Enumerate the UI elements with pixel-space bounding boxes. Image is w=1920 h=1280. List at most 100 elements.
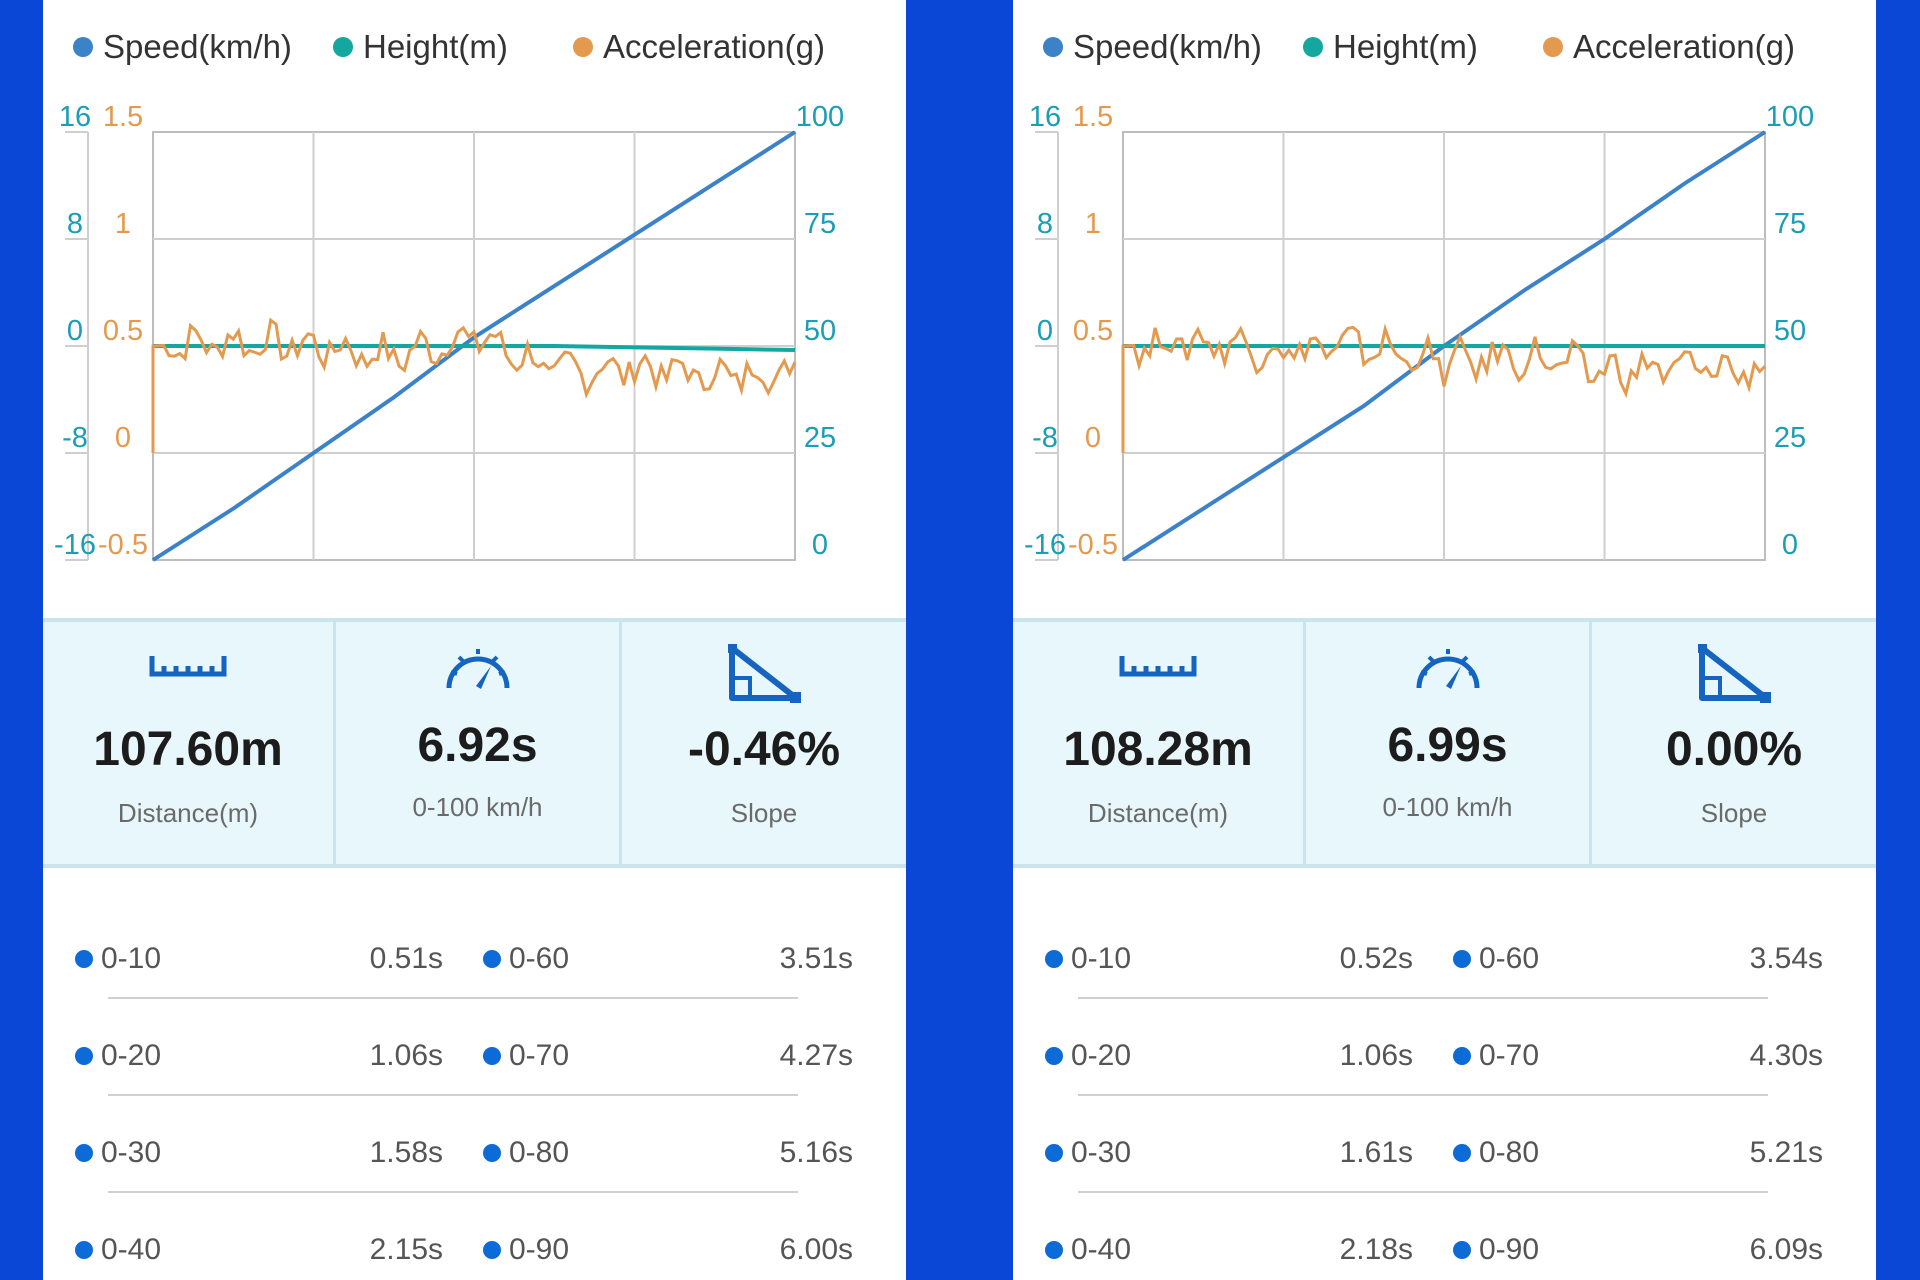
acceleration-tick-label: 0.5 <box>1073 315 1113 347</box>
legend-acceleration[interactable]: Acceleration(g) <box>573 28 825 66</box>
split-row: 0-40 2.18s 0-90 6.09s <box>1013 1221 1876 1280</box>
stat-distance: 108.28m Distance(m) <box>1013 622 1303 864</box>
row-divider <box>1078 1191 1768 1193</box>
legend-acceleration[interactable]: Acceleration(g) <box>1543 28 1795 66</box>
acceleration-series-line <box>151 317 797 453</box>
legend-speed[interactable]: Speed(km/h) <box>73 28 292 66</box>
acceleration-time-value: 6.92s <box>417 719 538 772</box>
bullet-icon <box>483 950 501 968</box>
slope-value: 0.00% <box>1665 723 1803 776</box>
split-row: 0-20 1.06s 0-70 4.27s <box>43 1027 906 1087</box>
stat-divider <box>333 622 336 864</box>
acceleration-time-value: 6.99s <box>1387 719 1508 772</box>
row-divider <box>108 1094 798 1096</box>
speed-tick-label: 75 <box>1774 208 1806 240</box>
split-value: 0.51s <box>369 942 443 975</box>
acceleration-tick-label: 1.5 <box>103 101 143 133</box>
acceleration-tick-label: 0 <box>115 422 131 454</box>
legend-height[interactable]: Height(m) <box>1303 28 1478 66</box>
slope-value: -0.46% <box>687 723 841 776</box>
speedometer-icon <box>446 649 509 689</box>
bullet-icon <box>1453 1144 1471 1162</box>
bullet-icon <box>1045 1241 1063 1259</box>
stat-distance: 107.60m Distance(m) <box>43 622 333 864</box>
height-dot-icon <box>333 37 353 57</box>
row-divider <box>1078 997 1768 999</box>
acceleration-time-label: 0-100 km/h <box>412 792 543 822</box>
split-label: 0-30 <box>101 1136 162 1169</box>
split-label: 0-70 <box>1479 1039 1540 1072</box>
stat-divider <box>1303 622 1306 864</box>
split-row: 0-30 1.61s 0-80 5.21s <box>1013 1124 1876 1184</box>
split-label: 0-10 <box>1071 942 1132 975</box>
split-value: 5.21s <box>1749 1136 1823 1169</box>
split-label: 0-80 <box>509 1136 570 1169</box>
split-label: 0-30 <box>1071 1136 1132 1169</box>
split-times-list: 0-10 0.51s 0-60 3.51s 0-20 1.06s 0-70 4.… <box>43 870 906 1280</box>
split-label: 0-90 <box>509 1233 570 1266</box>
acceleration-tick-label: 0.5 <box>103 315 143 347</box>
height-tick-label: -16 <box>54 529 96 561</box>
distance-label: Distance(m) <box>1087 798 1229 828</box>
acceleration-time-label: 0-100 km/h <box>1382 792 1513 822</box>
stat-time: 6.99s 0-100 km/h <box>1306 622 1589 864</box>
bullet-icon <box>1045 1144 1063 1162</box>
legend-height[interactable]: Height(m) <box>333 28 508 66</box>
result-panel-right: Speed(km/h) Height(m) Acceleration(g) 16… <box>1013 0 1876 1280</box>
acceleration-tick-label: 0 <box>1085 422 1101 454</box>
performance-chart: 16 1.5 100 8 1 75 0 0.5 50 -8 0 25 -16 -0.5 0 <box>43 90 906 570</box>
split-value: 3.51s <box>779 942 853 975</box>
height-tick-label: -16 <box>1024 529 1066 561</box>
bullet-icon <box>1453 1047 1471 1065</box>
result-panel-left: Speed(km/h) Height(m) Acceleration(g) 1 6… <box>43 0 906 1280</box>
stat-slope: -0.46% Slope <box>622 622 906 864</box>
chart-legend: Speed(km/h) Height(m) Acceleration(g) <box>43 28 906 72</box>
split-label: 0-10 <box>101 942 162 975</box>
split-value: 1.06s <box>369 1039 443 1072</box>
speed-tick-label: 100 <box>796 101 844 133</box>
legend-height-label: Height(m) <box>363 28 508 65</box>
slope-label: Slope <box>730 798 798 828</box>
legend-speed[interactable]: Speed(km/h) <box>1043 28 1262 66</box>
split-value: 5.16s <box>779 1136 853 1169</box>
performance-chart: 16 1.5 100 8 1 75 0 0.5 50 -8 0 25 -16 -0.5 0 <box>1013 90 1876 570</box>
acceleration-tick-label: 1 <box>115 208 131 240</box>
split-label: 0-60 <box>509 942 570 975</box>
row-divider <box>108 1191 798 1193</box>
bullet-icon <box>75 1047 93 1065</box>
speed-tick-label: 0 <box>812 529 828 561</box>
speed-tick-label: 25 <box>1774 422 1806 454</box>
speed-tick-label: 100 <box>1766 101 1814 133</box>
speed-tick-label: 0 <box>1782 529 1798 561</box>
split-times-list: 0-10 0.52s 0-60 3.54s 0-20 1.06s 0-70 4.… <box>1013 870 1876 1280</box>
height-dot-icon <box>1303 37 1323 57</box>
split-label: 0-60 <box>1479 942 1540 975</box>
bullet-icon <box>1453 1241 1471 1259</box>
bullet-icon <box>483 1144 501 1162</box>
split-value: 2.15s <box>369 1233 443 1266</box>
acceleration-tick-label: 1.5 <box>1073 101 1113 133</box>
speedometer-icon <box>1416 649 1479 689</box>
slope-icon <box>1698 644 1771 703</box>
split-value: 1.58s <box>369 1136 443 1169</box>
acceleration-tick-label: -0.5 <box>1068 529 1118 561</box>
slope-icon <box>728 644 801 703</box>
acceleration-series-line <box>1121 323 1767 453</box>
acceleration-dot-icon <box>1543 37 1563 57</box>
distance-value: 107.60m <box>93 723 283 776</box>
split-value: 4.30s <box>1749 1039 1823 1072</box>
split-value: 0.52s <box>1339 942 1413 975</box>
legend-speed-label: Speed(km/h) <box>103 28 292 65</box>
legend-acceleration-label: Acceleration(g) <box>603 28 825 65</box>
stat-divider <box>1589 622 1592 864</box>
bullet-icon <box>1045 1047 1063 1065</box>
height-tick-label: -8 <box>62 422 88 454</box>
legend-acceleration-label: Acceleration(g) <box>1573 28 1795 65</box>
chart-legend: Speed(km/h) Height(m) Acceleration(g) <box>1013 28 1876 72</box>
bullet-icon <box>483 1047 501 1065</box>
acceleration-tick-label: -0.5 <box>98 529 148 561</box>
stats-bar: 107.60m Distance(m) 6.92s 0-100 km/h -0.… <box>43 618 906 868</box>
split-row: 0-20 1.06s 0-70 4.30s <box>1013 1027 1876 1087</box>
stats-bar: 108.28m Distance(m) 6.99s 0-100 km/h 0.0… <box>1013 618 1876 868</box>
split-label: 0-70 <box>509 1039 570 1072</box>
